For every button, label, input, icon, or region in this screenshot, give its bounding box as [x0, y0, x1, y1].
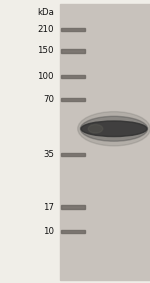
Text: 210: 210 [38, 25, 54, 34]
Bar [61, 98, 85, 101]
Text: 17: 17 [43, 203, 54, 212]
Ellipse shape [81, 121, 147, 136]
Bar [61, 29, 85, 31]
Bar [61, 49, 85, 53]
Text: 150: 150 [38, 46, 54, 55]
Bar [61, 230, 85, 233]
Bar [61, 75, 85, 78]
Text: 100: 100 [38, 72, 54, 81]
Text: kDa: kDa [37, 8, 54, 17]
Bar [60, 4, 150, 280]
Text: 10: 10 [43, 227, 54, 236]
Bar [61, 153, 85, 156]
Ellipse shape [78, 112, 150, 146]
Text: 70: 70 [43, 95, 54, 104]
Ellipse shape [80, 116, 148, 141]
Bar [61, 205, 85, 209]
Text: 35: 35 [43, 150, 54, 159]
Ellipse shape [88, 125, 103, 133]
